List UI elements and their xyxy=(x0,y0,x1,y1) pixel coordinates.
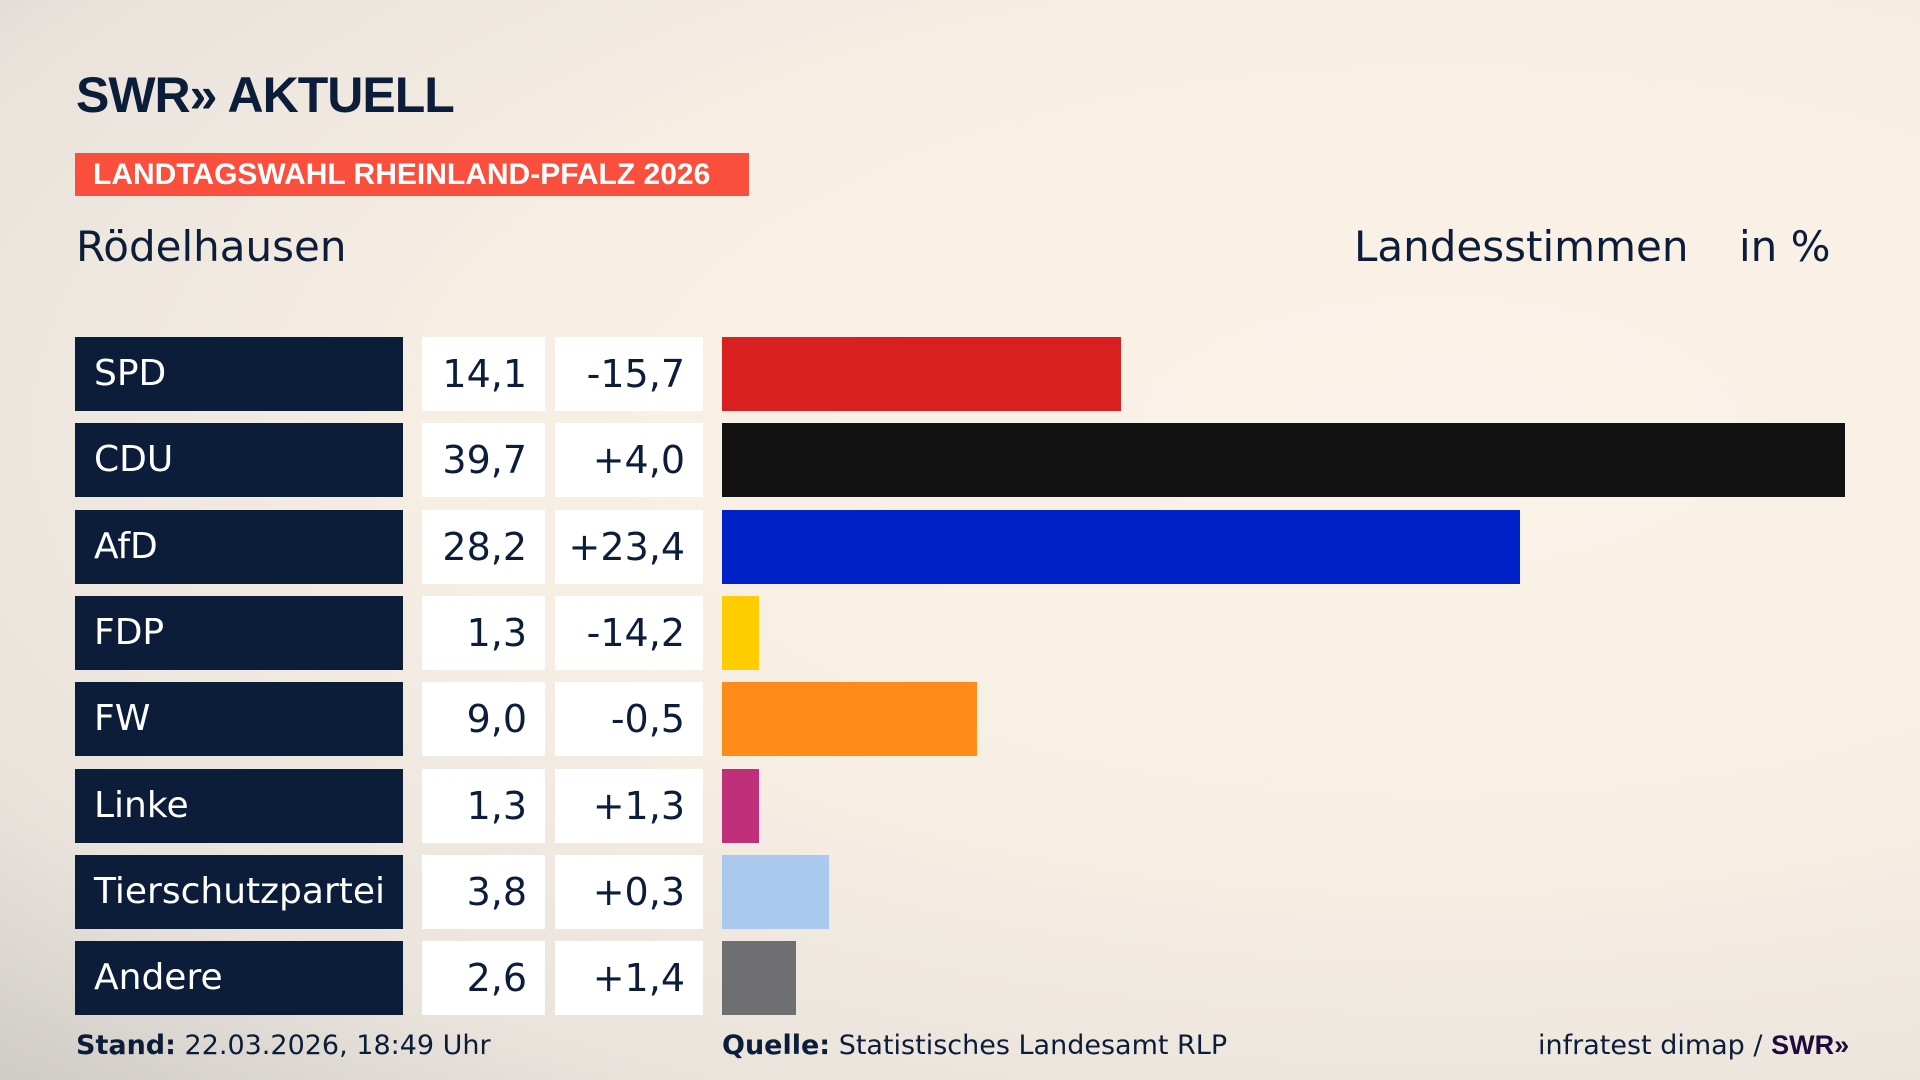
source-label: Quelle: xyxy=(722,1030,831,1061)
election-banner: LANDTAGSWAHL RHEINLAND-PFALZ 2026 xyxy=(75,153,749,196)
party-row: Andere 2,6 +1,4 xyxy=(0,941,1920,1016)
vote-change: +1,3 xyxy=(555,768,703,843)
measure-label: Landesstimmen xyxy=(1354,222,1689,271)
vote-change: +23,4 xyxy=(555,509,703,584)
vote-share: 14,1 xyxy=(422,337,545,411)
vote-share: 3,8 xyxy=(422,854,545,929)
party-name: CDU xyxy=(75,423,403,498)
party-bar xyxy=(722,854,830,929)
party-bar xyxy=(722,595,759,670)
credit-text: infratest dimap / xyxy=(1538,1030,1763,1061)
vote-share: 2,6 xyxy=(422,941,545,1016)
vote-change: -14,2 xyxy=(555,595,703,670)
stand-label: Stand: xyxy=(76,1030,176,1061)
party-row: AfD 28,2 +23,4 xyxy=(0,509,1920,584)
party-bar xyxy=(722,509,1520,584)
party-name: Tierschutzpartei xyxy=(75,854,403,929)
party-bar xyxy=(722,423,1845,498)
vote-change: +4,0 xyxy=(555,423,703,498)
vote-share: 1,3 xyxy=(422,595,545,670)
party-row: CDU 39,7 +4,0 xyxy=(0,423,1920,498)
vote-share: 1,3 xyxy=(422,768,545,843)
swr-aktuell-logo: SWR» AKTUELL xyxy=(76,67,455,123)
party-name: SPD xyxy=(75,337,403,411)
vote-share: 39,7 xyxy=(422,423,545,498)
party-name: AfD xyxy=(75,509,403,584)
vote-share: 28,2 xyxy=(422,509,545,584)
party-bar xyxy=(722,337,1121,411)
source-value: Statistisches Landesamt RLP xyxy=(838,1030,1228,1061)
vote-change: -0,5 xyxy=(555,682,703,757)
party-bar xyxy=(722,941,796,1016)
party-name: FW xyxy=(75,682,403,757)
party-name: FDP xyxy=(75,595,403,670)
unit-label: in % xyxy=(1739,222,1831,271)
stand-value: 22.03.2026, 18:49 Uhr xyxy=(184,1030,491,1061)
party-bar xyxy=(722,682,977,757)
party-row: Linke 1,3 +1,3 xyxy=(0,768,1920,843)
source: Quelle: Statistisches Landesamt RLP xyxy=(722,1030,1227,1061)
vote-share: 9,0 xyxy=(422,682,545,757)
party-bar xyxy=(722,768,759,843)
party-name: Linke xyxy=(75,768,403,843)
credit: infratest dimap / SWR» xyxy=(1538,1030,1849,1061)
swr-logo: SWR» xyxy=(1771,1030,1850,1060)
party-name: Andere xyxy=(75,941,403,1016)
vote-change: +1,4 xyxy=(555,941,703,1016)
party-row: FW 9,0 -0,5 xyxy=(0,682,1920,757)
party-row: SPD 14,1 -15,7 xyxy=(0,337,1920,411)
party-row: FDP 1,3 -14,2 xyxy=(0,595,1920,670)
vote-change: -15,7 xyxy=(555,337,703,411)
vote-change: +0,3 xyxy=(555,854,703,929)
location-title: Rödelhausen xyxy=(76,222,347,271)
timestamp: Stand: 22.03.2026, 18:49 Uhr xyxy=(76,1030,491,1061)
party-row: Tierschutzpartei 3,8 +0,3 xyxy=(0,854,1920,929)
